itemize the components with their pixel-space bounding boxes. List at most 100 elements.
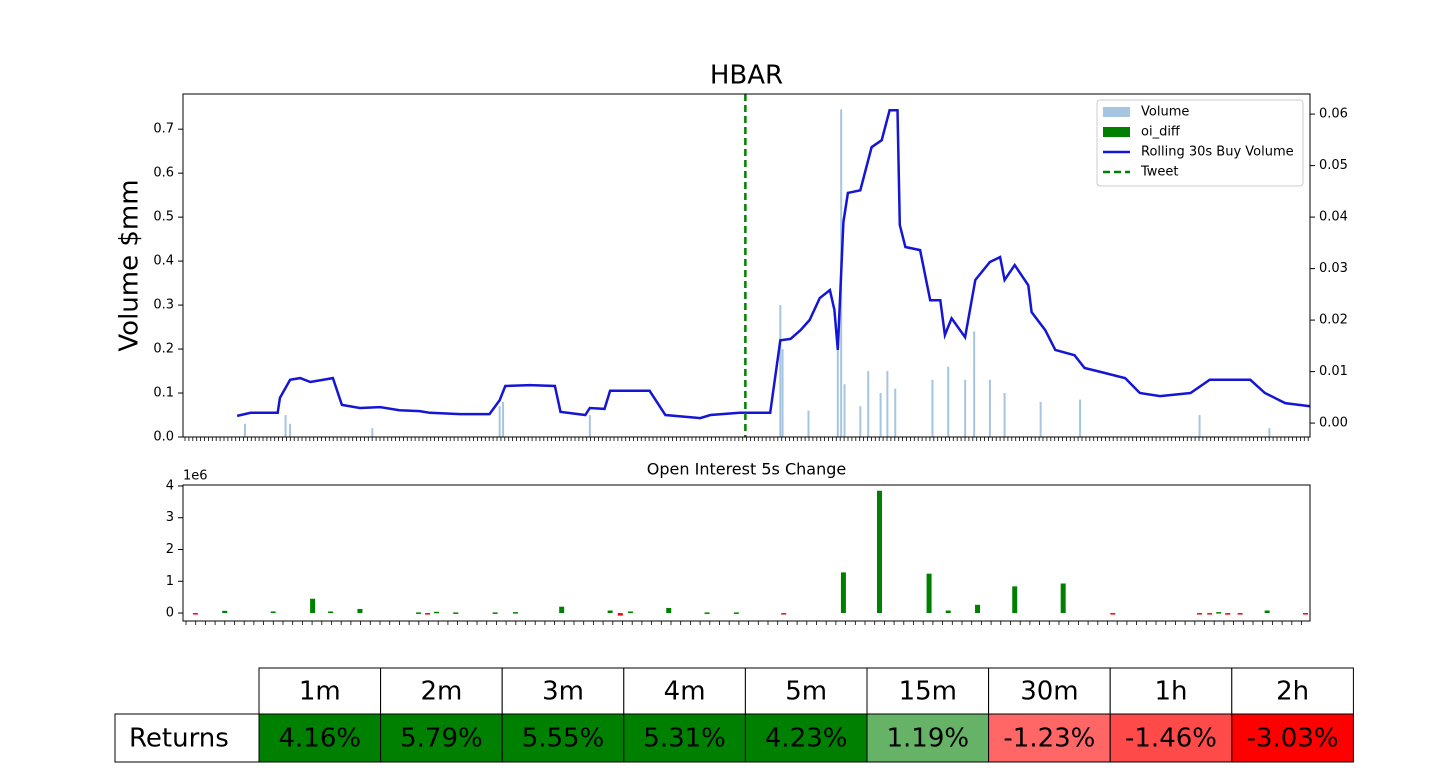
value-cell [866, 713, 990, 763]
legend-label: Tweet [1140, 165, 1179, 180]
rolling-line [236, 109, 1311, 420]
oi-bar [1264, 610, 1270, 614]
plot-frame [182, 93, 1311, 438]
legend-patch [1103, 127, 1130, 137]
y-tick-label: 0.3 [153, 298, 174, 313]
column-header: 4m [664, 677, 706, 707]
legend-label: oi_diff [1141, 125, 1181, 140]
oi-bar [192, 613, 198, 615]
y2-tick-label: 0.03 [1319, 261, 1348, 276]
value-cell [258, 713, 382, 763]
oi-bar [357, 608, 363, 614]
return-value: -1.23% [1003, 724, 1095, 754]
volume-bar [1198, 415, 1201, 437]
column-header: 2m [420, 677, 462, 707]
y-offset-label: 1e6 [183, 469, 208, 484]
column-header: 2h [1276, 677, 1309, 707]
volume-bar [1003, 393, 1006, 437]
oi-bar [1216, 612, 1222, 614]
header-cell [866, 667, 990, 715]
volume-bar [779, 305, 782, 437]
value-cell [988, 713, 1111, 763]
volume-bar [843, 384, 846, 437]
legend-patch [1103, 107, 1130, 117]
y2-tick-label: 0.02 [1319, 313, 1348, 328]
oi-bar [1302, 613, 1308, 615]
column-header: 15m [899, 677, 957, 707]
y-tick-label: 3 [166, 510, 174, 525]
y-tick-label: 4 [166, 478, 174, 493]
volume-bar [894, 388, 897, 437]
volume-bar [502, 401, 505, 437]
volume-bar [1079, 399, 1082, 437]
oi-bar [1110, 613, 1116, 615]
oi-bar [1060, 583, 1066, 614]
y2-tick-label: 0.06 [1319, 107, 1348, 122]
oi-bar [704, 612, 710, 614]
header-cell [623, 667, 746, 715]
header-cell [744, 667, 868, 715]
return-value: 5.31% [643, 724, 726, 754]
oi-bar [876, 490, 882, 614]
oi-bar [512, 612, 518, 614]
volume-bar [836, 349, 839, 437]
oi-bar [607, 610, 613, 614]
volume-bar [289, 423, 292, 437]
oi-bar [945, 610, 951, 614]
volume-bar [859, 406, 862, 437]
volume-bar [1268, 428, 1271, 437]
value-cell [623, 713, 746, 763]
legend-label: Volume [1141, 105, 1189, 120]
column-header: 1m [299, 677, 341, 707]
y2-tick-label: 0.00 [1319, 416, 1348, 431]
legend-box [1096, 99, 1304, 187]
oi-bar [926, 573, 932, 614]
oi-bar [310, 598, 316, 614]
header-cell [380, 667, 503, 715]
header-cell [1109, 667, 1233, 715]
return-value: 1.19% [886, 724, 969, 754]
oi-bar [1225, 613, 1231, 615]
y-tick-label: 1 [166, 574, 174, 589]
plot-frame [182, 484, 1311, 622]
column-header: 30m [1020, 677, 1078, 707]
y-tick-label: 0.2 [153, 342, 174, 357]
y-axis-label: Volume $mm [115, 179, 145, 351]
y-tick-label: 0.7 [153, 122, 174, 137]
volume-bar [886, 371, 889, 437]
volume-bar [243, 423, 246, 437]
row-label-cell [114, 713, 260, 763]
chart-title: Open Interest 5s Change [647, 460, 846, 479]
oi-bar [840, 572, 846, 614]
y-tick-label: 0.6 [153, 166, 174, 181]
oi-bar [1207, 613, 1213, 615]
volume-bar [1039, 401, 1042, 437]
oi-bar [453, 612, 459, 614]
chart-title: HBAR [710, 61, 783, 91]
y2-tick-label: 0.05 [1319, 158, 1348, 173]
y-tick-label: 0.0 [153, 430, 174, 445]
oi-bar [733, 612, 739, 614]
oi-bar [975, 604, 981, 614]
return-value: -1.46% [1125, 724, 1217, 754]
volume-bar [371, 428, 374, 437]
volume-bar [964, 379, 967, 437]
value-cell [1231, 713, 1354, 763]
y2-tick-label: 0.01 [1319, 364, 1348, 379]
header-cell [258, 667, 382, 715]
volume-bar [807, 410, 810, 437]
return-value: 4.23% [765, 724, 848, 754]
oi-bar [781, 613, 787, 615]
oi-bar [492, 612, 498, 614]
volume-bar [284, 415, 287, 437]
column-header: 5m [785, 677, 827, 707]
y-tick-label: 2 [166, 542, 174, 557]
volume-bar [879, 393, 882, 437]
oi-bar [222, 610, 228, 614]
oi-bar [328, 611, 334, 614]
legend-label: Rolling 30s Buy Volume [1141, 145, 1294, 160]
oi-bar [1197, 613, 1203, 615]
oi-bar [666, 607, 672, 614]
y-tick-label: 0.4 [153, 254, 174, 269]
